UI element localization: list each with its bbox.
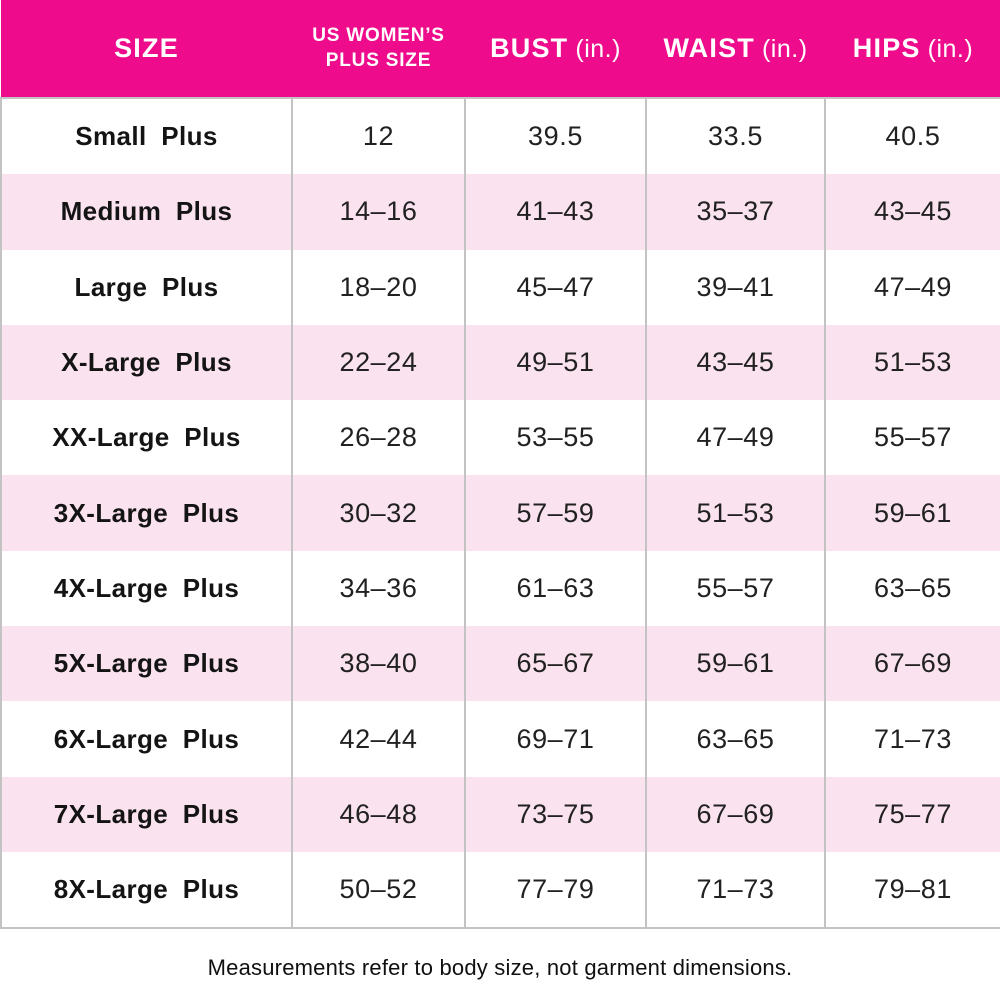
waist-cell: 35–37 [645,174,825,250]
hips-cell: 51–53 [824,324,1000,401]
bust-cell: 49–51 [464,324,646,401]
header-waist: WAIST (in.) [646,0,825,98]
size-name-cell: 7X-Large Plus [0,776,292,852]
plus-size-cell: 50–52 [291,851,465,930]
waist-cell: 59–61 [645,626,825,702]
header-size: SIZE [1,0,292,98]
header-hips: HIPS (in.) [825,0,1000,98]
bust-cell: 53–55 [464,400,646,476]
header-us-womens-line2: PLUS SIZE [325,49,432,71]
header-bust: BUST (in.) [465,0,646,98]
plus-size-chart: SIZE US WOMEN’S PLUS SIZE BUST (in.) WAIS… [0,0,1000,930]
hips-cell: 75–77 [824,776,1000,852]
table-row: 6X-Large Plus 42–44 69–71 63–65 71–73 [0,701,1000,777]
hips-cell: 43–45 [824,174,1000,250]
header-bust-label: BUST [490,33,569,63]
table-row: 7X-Large Plus 46–48 73–75 67–69 75–77 [0,776,1000,852]
hips-cell: 71–73 [824,701,1000,777]
size-name-cell: Small Plus [0,96,292,175]
plus-size-cell: 22–24 [291,324,465,401]
bust-cell: 57–59 [464,475,646,551]
bust-cell: 69–71 [464,701,646,777]
plus-size-cell: 26–28 [291,400,465,476]
plus-size-cell: 14–16 [291,174,465,250]
plus-size-cell: 18–20 [291,249,465,325]
waist-cell: 71–73 [645,851,825,930]
table-row: 8X-Large Plus 50–52 77–79 71–73 79–81 [0,851,1000,930]
hips-cell: 67–69 [824,626,1000,702]
plus-size-cell: 46–48 [291,776,465,852]
bust-cell: 41–43 [464,174,646,250]
header-us-womens-plus-size: US WOMEN’S PLUS SIZE [292,0,465,98]
measurement-footnote: Measurements refer to body size, not gar… [207,955,793,981]
plus-size-cell: 12 [291,96,465,175]
waist-cell: 43–45 [645,324,825,401]
header-hips-label: HIPS [852,33,921,63]
hips-cell: 63–65 [824,550,1000,627]
table-row: 4X-Large Plus 34–36 61–63 55–57 63–65 [0,550,1000,627]
plus-size-cell: 30–32 [291,475,465,551]
table-row: Small Plus 12 39.5 33.5 40.5 [0,96,1000,175]
plus-size-cell: 34–36 [291,550,465,627]
plus-size-cell: 42–44 [291,701,465,777]
plus-size-cell: 38–40 [291,626,465,702]
hips-cell: 79–81 [824,851,1000,930]
table-row: 5X-Large Plus 38–40 65–67 59–61 67–69 [0,626,1000,702]
hips-cell: 55–57 [824,400,1000,476]
table-row: Medium Plus 14–16 41–43 35–37 43–45 [0,174,1000,250]
waist-cell: 55–57 [645,550,825,627]
waist-cell: 33.5 [645,96,825,175]
hips-cell: 59–61 [824,475,1000,551]
waist-cell: 51–53 [645,475,825,551]
size-name-cell: 4X-Large Plus [0,550,292,627]
header-row: SIZE US WOMEN’S PLUS SIZE BUST (in.) WAIS… [1,0,1000,98]
hips-cell: 40.5 [824,96,1000,175]
bust-cell: 45–47 [464,249,646,325]
header-waist-label: WAIST [663,33,755,63]
size-name-cell: 8X-Large Plus [0,851,292,930]
table-row: 3X-Large Plus 30–32 57–59 51–53 59–61 [0,475,1000,551]
header-waist-unit: (in.) [761,35,808,63]
bust-cell: 39.5 [464,96,646,175]
waist-cell: 39–41 [645,249,825,325]
header-hips-unit: (in.) [927,35,974,63]
size-name-cell: 5X-Large Plus [0,626,292,702]
size-table-body: Small Plus 12 39.5 33.5 40.5 Medium Plus… [0,96,1000,930]
bust-cell: 73–75 [464,776,646,852]
bust-cell: 77–79 [464,851,646,930]
table-row: XX-Large Plus 26–28 53–55 47–49 55–57 [0,400,1000,476]
size-name-cell: X-Large Plus [0,324,292,401]
bust-cell: 65–67 [464,626,646,702]
hips-cell: 47–49 [824,249,1000,325]
size-name-cell: 3X-Large Plus [0,475,292,551]
table-row: X-Large Plus 22–24 49–51 43–45 51–53 [0,324,1000,401]
waist-cell: 47–49 [645,400,825,476]
waist-cell: 67–69 [645,776,825,852]
waist-cell: 63–65 [645,701,825,777]
table-header: SIZE US WOMEN’S PLUS SIZE BUST (in.) WAIS… [1,0,1000,98]
size-name-cell: Large Plus [0,249,292,325]
size-name-cell: 6X-Large Plus [0,701,292,777]
bust-cell: 61–63 [464,550,646,627]
header-bust-unit: (in.) [575,35,621,63]
size-name-cell: XX-Large Plus [0,400,292,476]
size-name-cell: Medium Plus [0,174,292,250]
header-size-label: SIZE [114,33,179,63]
header-us-womens-line1: US WOMEN’S [312,24,445,46]
table-row: Large Plus 18–20 45–47 39–41 47–49 [0,249,1000,325]
